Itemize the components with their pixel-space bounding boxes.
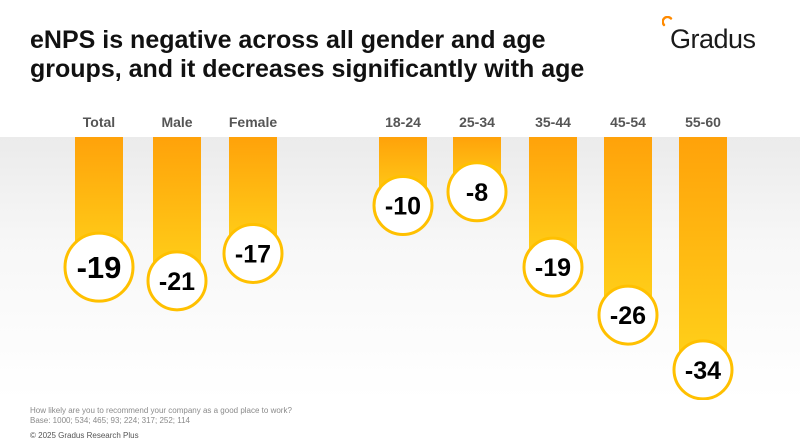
title-line-1: eNPS is negative across all gender and a… xyxy=(30,26,546,54)
category-label-female: Female xyxy=(229,114,277,130)
value-circle-35-44 xyxy=(522,236,584,298)
value-label-35-44: -19 xyxy=(535,254,571,282)
category-label-45-54: 45-54 xyxy=(610,114,646,130)
logo-wordmark: Gradus xyxy=(670,24,756,54)
value-label-45-54: -26 xyxy=(610,302,646,330)
logo-mark-icon xyxy=(662,16,673,27)
category-label-18-24: 18-24 xyxy=(385,114,421,130)
gradus-logo: Gradus xyxy=(662,16,782,56)
category-label-35-44: 35-44 xyxy=(535,114,571,130)
enps-bar-chart: Total Male Female 18-24 25-34 35-44 45-54 55-60… xyxy=(63,114,734,400)
footer-copyright: © 2025 Gradus Research Plus xyxy=(30,431,139,440)
value-circle-female xyxy=(222,222,284,284)
value-label-55-60: -34 xyxy=(685,357,721,385)
title-line-2: groups, and it decreases significantly w… xyxy=(30,55,585,83)
value-label-female: -17 xyxy=(235,240,271,268)
value-circle-male xyxy=(146,250,208,312)
page-title: eNPS is negative across all gender and a… xyxy=(30,26,670,84)
value-circle-18-24 xyxy=(372,175,434,236)
bar-55-60 xyxy=(679,137,727,370)
category-label-male: Male xyxy=(161,114,192,130)
value-circle-45-54 xyxy=(597,284,659,346)
category-label-25-34: 25-34 xyxy=(459,114,495,130)
footer-base: Base: 1000; 534; 465; 93; 224; 317; 252;… xyxy=(30,416,190,425)
value-circle-55-60 xyxy=(672,339,734,400)
value-circle-total xyxy=(63,231,135,303)
value-circle-25-34 xyxy=(446,161,508,223)
footer-question: How likely are you to recommend your com… xyxy=(30,406,292,415)
value-label-18-24: -10 xyxy=(385,193,421,221)
value-label-male: -21 xyxy=(159,268,195,296)
category-label-total: Total xyxy=(83,114,115,130)
category-label-55-60: 55-60 xyxy=(685,114,721,130)
value-label-total: -19 xyxy=(77,250,122,285)
value-label-25-34: -8 xyxy=(466,179,488,207)
